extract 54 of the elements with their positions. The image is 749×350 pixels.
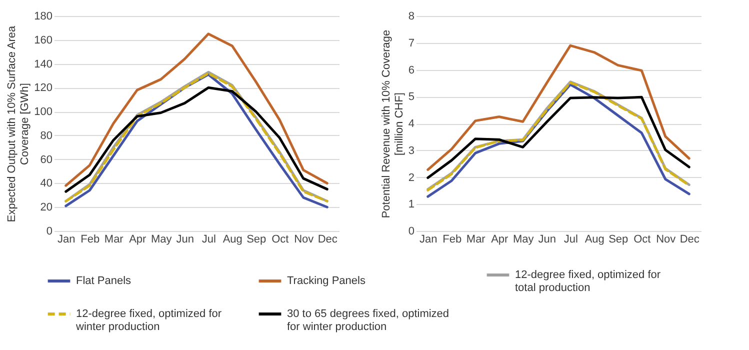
x-tick-label: Apr (491, 234, 509, 246)
x-tick-label: Jan (58, 234, 76, 246)
x-tick-label: Jul (202, 234, 216, 246)
y-tick-label: 160 (34, 34, 52, 46)
y-tick-label: 40 (40, 178, 52, 190)
y-tick-label: 60 (40, 154, 52, 166)
x-tick-label: Sep (246, 234, 266, 246)
x-tick-label: May (512, 234, 534, 246)
y-tick-label: 8 (408, 10, 414, 22)
y-axis-title: Potential Revenue with 10% Coverage [million CHF] (380, 30, 406, 218)
y-tick-label: 1 (408, 198, 414, 211)
y-tick-label: 100 (34, 106, 52, 118)
line-series (426, 96, 690, 180)
y-tick-label: 6 (408, 64, 414, 76)
y-tick-label: 4 (408, 118, 414, 130)
x-tick-label: Oct (634, 234, 651, 246)
y-tick-label: 5 (408, 91, 414, 104)
x-tick-label: Oct (272, 234, 289, 246)
line-series (426, 44, 690, 171)
x-tick-label: Jul (564, 234, 578, 246)
x-tick-label: Jan (420, 234, 438, 246)
y-axis-title: Expected Output with 10% Surface Area Coverage [GWh] (6, 24, 32, 222)
x-tick-label: Mar (104, 234, 124, 246)
x-tick-label: Sep (608, 234, 628, 246)
x-tick-label: May (150, 234, 172, 246)
x-tick-label: Nov (294, 234, 314, 246)
x-tick-label: Aug (222, 234, 242, 246)
legend-label: Flat Panels (76, 275, 132, 287)
y-tick-label: 0 (408, 226, 414, 238)
x-tick-label: Nov (656, 234, 676, 246)
y-tick-label: 80 (40, 130, 52, 142)
line-series (64, 86, 328, 193)
y-tick-label: 7 (408, 37, 414, 50)
x-tick-label: Dec (318, 234, 338, 246)
y-tick-label: 140 (34, 58, 52, 70)
legend-label: 12-degree fixed, optimized for winter production (75, 308, 222, 333)
x-tick-label: Feb (80, 234, 100, 246)
x-tick-label: Aug (584, 234, 604, 246)
x-tick-label: Feb (442, 234, 462, 246)
x-tick-label: Jun (538, 234, 556, 246)
legend-label: 30 to 65 degrees fixed, optimized for winter production (287, 308, 450, 333)
y-tick-label: 20 (40, 202, 52, 214)
x-tick-label: Mar (466, 234, 486, 246)
x-tick-label: Dec (680, 234, 700, 246)
legend-label: 12-degree fixed, optimized for total production (515, 269, 661, 294)
x-tick-label: Jun (176, 234, 194, 246)
y-tick-label: 3 (408, 144, 414, 157)
legend-label: Tracking Panels (287, 275, 366, 287)
x-tick-label: Apr (129, 234, 147, 246)
line-series (64, 32, 328, 187)
y-tick-label: 2 (408, 172, 414, 184)
y-tick-label: 0 (46, 226, 52, 238)
y-tick-label: 180 (34, 10, 52, 22)
y-tick-label: 120 (34, 82, 52, 94)
